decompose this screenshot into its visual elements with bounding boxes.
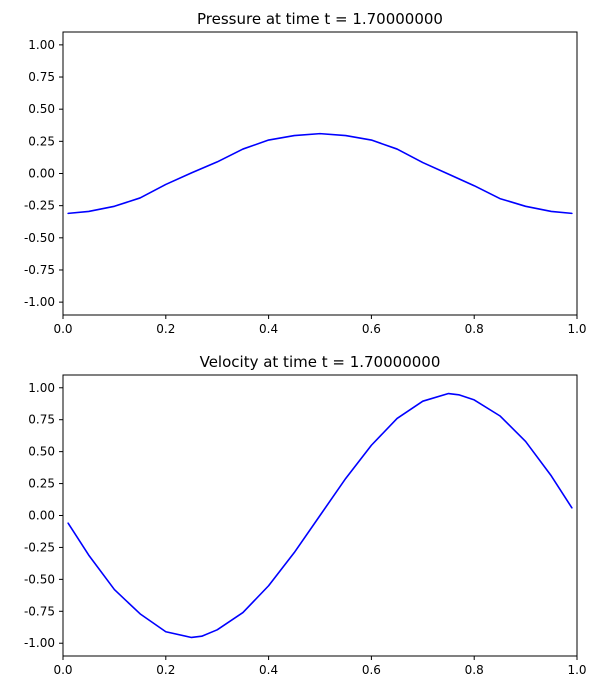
pressure-y-tick-label: -0.75 (24, 263, 55, 277)
velocity-y-tick-label: 0.00 (28, 509, 55, 523)
pressure-y-tick-label: 0.50 (28, 102, 55, 116)
velocity-x-tick-label: 0.0 (53, 663, 72, 677)
pressure-y-tick-label: -0.25 (24, 199, 55, 213)
pressure-series-line (67, 132, 573, 215)
pressure-plot-frame (62, 31, 578, 316)
velocity-y-tick-label: -0.50 (24, 572, 55, 586)
pressure-x-tick-label: 0.4 (259, 322, 278, 336)
velocity-x-tick-label: 0.2 (156, 663, 175, 677)
velocity-series-line (67, 392, 573, 639)
pressure-chart-title: Pressure at time t = 1.70000000 (197, 10, 443, 28)
velocity-x-tick-label: 0.8 (465, 663, 484, 677)
pressure-x-tick-label: 0.0 (53, 322, 72, 336)
velocity-y-tick-label: 0.75 (28, 413, 55, 427)
velocity-chart: Velocity at time t = 1.70000000 0.0 0.2 0.4… (24, 353, 587, 677)
velocity-x-tick-label: 1.0 (567, 663, 586, 677)
velocity-y-tick-label: -0.25 (24, 540, 55, 554)
pressure-x-tick-label: 0.2 (156, 322, 175, 336)
pressure-y-tick-label: 0.75 (28, 70, 55, 84)
velocity-chart-title: Velocity at time t = 1.70000000 (200, 353, 441, 371)
velocity-y-tick-label: 0.25 (28, 477, 55, 491)
pressure-y-tick-label: -0.50 (24, 231, 55, 245)
pressure-chart: Pressure at time t = 1.70000000 0.0 0.2 0.4… (24, 10, 587, 336)
velocity-y-tick-label: -0.75 (24, 604, 55, 618)
pressure-y-tick-label: 0.25 (28, 134, 55, 148)
pressure-x-tick-label: 0.6 (362, 322, 381, 336)
velocity-y-tick-label: 0.50 (28, 445, 55, 459)
velocity-y-tick-label: 1.00 (28, 381, 55, 395)
pressure-x-tick-label: 0.8 (465, 322, 484, 336)
pressure-y-tick-label: 0.00 (28, 167, 55, 181)
pressure-x-tick-label: 1.0 (567, 322, 586, 336)
velocity-y-tick-label: -1.00 (24, 636, 55, 650)
pressure-y-tick-label: 1.00 (28, 38, 55, 52)
velocity-x-tick-label: 0.6 (362, 663, 381, 677)
velocity-x-tick-label: 0.4 (259, 663, 278, 677)
pressure-y-tick-label: -1.00 (24, 295, 55, 309)
